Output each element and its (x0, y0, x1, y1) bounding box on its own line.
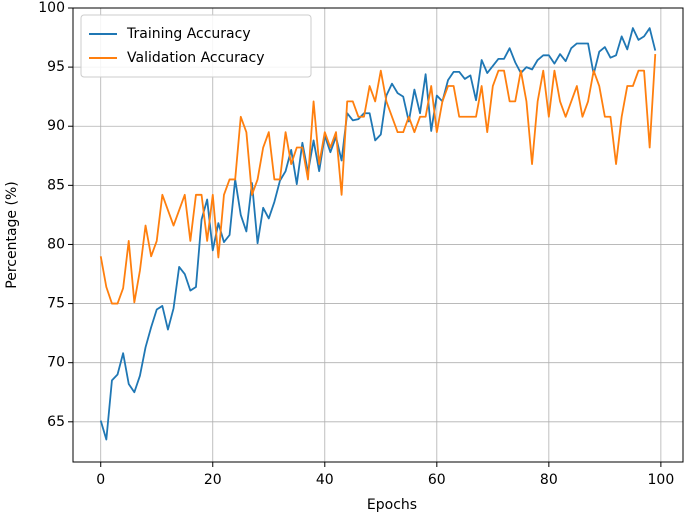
line-series (99, 54, 657, 305)
x-tick-label: 40 (316, 472, 334, 488)
y-tick-label: 65 (47, 414, 65, 430)
x-tick-label: 20 (204, 472, 222, 488)
x-tick-label: 60 (428, 472, 446, 488)
x-tick-label: 80 (540, 472, 558, 488)
legend-label: Validation Accuracy (127, 50, 265, 66)
y-axis-label: Percentage (%) (4, 181, 20, 288)
y-tick-label: 100 (38, 0, 65, 16)
legend-label: Training Accuracy (126, 26, 251, 42)
y-tick-label: 80 (47, 236, 65, 252)
y-tick-label: 95 (47, 59, 65, 75)
x-tick-label: 0 (96, 472, 105, 488)
y-tick-label: 85 (47, 177, 65, 193)
legend: Training Accuracy Validation Accuracy (80, 14, 312, 78)
x-tick-label: 100 (648, 472, 675, 488)
line-series (99, 27, 657, 441)
y-tick-label: 90 (47, 118, 65, 134)
legend-box (80, 14, 312, 78)
y-tick-label: 70 (47, 355, 65, 371)
y-tick-label: 75 (47, 296, 65, 312)
plot-frame (72, 7, 684, 463)
x-axis-label: Epochs (367, 497, 417, 513)
